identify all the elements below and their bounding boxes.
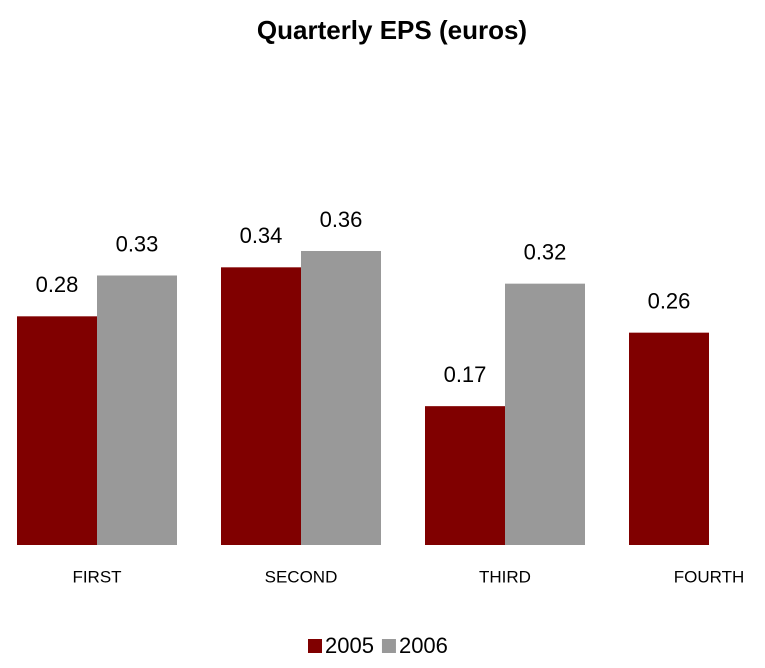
data-label: 0.36 (320, 207, 363, 232)
x-tick-label: THIRD (479, 567, 531, 586)
bar (505, 283, 585, 545)
x-tick-label: SECOND (265, 567, 338, 586)
bar (629, 332, 709, 545)
x-tick-label: FIRST (72, 567, 121, 586)
x-tick-label: FOURTH (674, 567, 745, 586)
legend-swatch (381, 639, 396, 653)
data-label: 0.33 (116, 231, 159, 256)
data-label: 0.34 (240, 223, 283, 248)
bar (221, 267, 301, 545)
data-label: 0.28 (36, 272, 79, 297)
legend-label: 2005 (325, 633, 374, 658)
legend-label: 2006 (399, 633, 448, 658)
data-label: 0.17 (444, 362, 487, 387)
bar (301, 250, 381, 545)
bar (425, 406, 505, 545)
bar (17, 316, 97, 545)
legend-swatch (308, 639, 322, 653)
chart-title: Quarterly EPS (euros) (257, 15, 527, 45)
data-label: 0.32 (524, 239, 567, 264)
bar (97, 275, 177, 545)
data-label: 0.26 (648, 288, 691, 313)
